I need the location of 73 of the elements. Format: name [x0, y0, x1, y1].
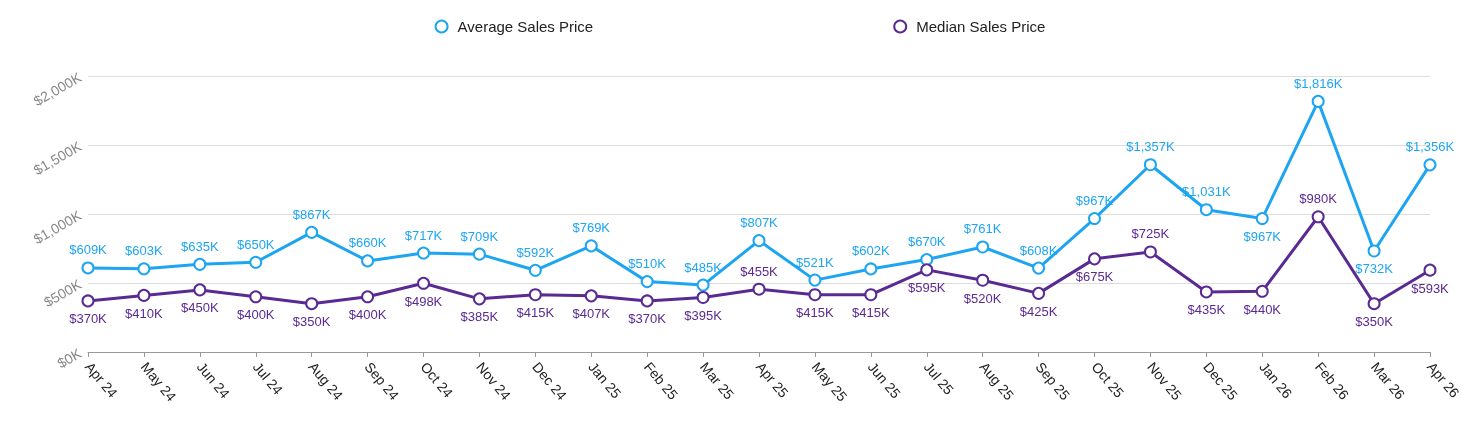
data-label: $732K	[1355, 261, 1394, 277]
data-label: $725K	[1131, 226, 1170, 242]
x-tick-label: Dec 24	[529, 358, 571, 404]
data-label: $967K	[1075, 193, 1114, 209]
data-label: $769K	[572, 220, 611, 236]
data-label: $635K	[181, 238, 219, 254]
data-label: $450K	[181, 300, 219, 316]
x-tick-label: Feb 25	[641, 358, 682, 403]
data-label: $609K	[69, 242, 108, 258]
data-label: $593K	[1411, 280, 1450, 296]
data-label: $709K	[460, 228, 499, 244]
x-tick-label: Jan 26	[1256, 358, 1296, 402]
data-label: $415K	[852, 305, 890, 321]
x-tick-label: Sep 25	[1032, 358, 1074, 404]
data-label: $415K	[796, 305, 835, 321]
data-label: $650K	[236, 236, 275, 252]
data-label: $521K	[796, 254, 835, 270]
data-label: $867K	[292, 206, 331, 222]
x-tick-label: Oct 24	[417, 358, 457, 401]
data-label: $385K	[460, 309, 499, 325]
x-tick-label: Oct 25	[1088, 358, 1128, 401]
x-tick-label: Jul 24	[249, 358, 287, 398]
x-tick-label: Apr 26	[1423, 358, 1463, 401]
data-label: $407K	[572, 306, 611, 322]
data-label: $370K	[628, 311, 667, 327]
x-tick-label: Mar 26	[1367, 358, 1409, 403]
data-label: $603K	[125, 243, 164, 259]
x-tick-label: Jun 24	[193, 358, 234, 402]
data-label: $761K	[963, 221, 1002, 237]
data-label: $350K	[292, 314, 331, 330]
data-label: $608K	[1019, 242, 1058, 258]
data-label: $1,357K	[1126, 139, 1175, 155]
data-label: $595K	[907, 280, 946, 296]
legend-label: Median Sales Price	[916, 18, 1046, 35]
data-label: $435K	[1187, 302, 1226, 318]
data-label: $415K	[516, 305, 555, 321]
data-label: $510K	[628, 256, 667, 272]
data-label: $592K	[516, 244, 555, 260]
data-label: $717K	[404, 227, 443, 243]
data-label: $660K	[348, 235, 387, 251]
data-label: $395K	[684, 307, 723, 323]
data-label: $455K	[740, 263, 779, 279]
x-tick-label: Aug 25	[976, 358, 1018, 404]
data-label: $670K	[907, 234, 946, 250]
x-tick-label: Sep 24	[361, 358, 403, 404]
data-label: $370K	[69, 311, 108, 327]
data-label: $967K	[1243, 229, 1282, 245]
legend-label: Average Sales Price	[457, 18, 594, 35]
data-label: $520K	[963, 290, 1002, 306]
x-tick-label: Jul 25	[920, 358, 958, 398]
x-tick-label: Nov 25	[1144, 358, 1186, 404]
data-label: $400K	[348, 307, 387, 323]
data-label: $602K	[852, 243, 890, 259]
data-label: $498K	[404, 293, 443, 309]
x-tick-label: Apr 25	[752, 358, 792, 401]
x-tick-label: Mar 25	[696, 358, 738, 403]
data-label: $807K	[740, 215, 779, 231]
x-tick-label: Feb 26	[1312, 358, 1353, 403]
data-label: $485K	[684, 259, 723, 275]
data-label: $410K	[125, 305, 164, 321]
x-tick-label: Aug 24	[305, 358, 347, 404]
data-label: $400K	[236, 307, 275, 323]
x-tick-label: Nov 24	[473, 358, 515, 404]
data-label: $980K	[1299, 191, 1338, 207]
x-tick-label: Jun 25	[864, 358, 905, 402]
data-label: $1,816K	[1293, 75, 1343, 91]
data-label: $440K	[1243, 301, 1282, 317]
data-label: $425K	[1019, 303, 1058, 319]
x-tick-label: Dec 25	[1200, 358, 1242, 404]
x-tick-label: Jan 25	[585, 358, 625, 402]
data-label: $350K	[1355, 314, 1394, 330]
data-label: $675K	[1075, 269, 1114, 285]
data-label: $1,356K	[1405, 139, 1455, 155]
